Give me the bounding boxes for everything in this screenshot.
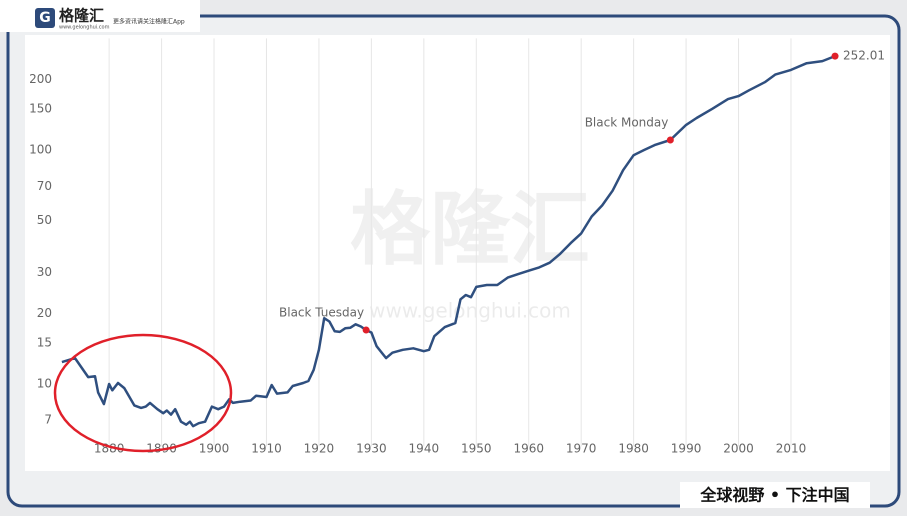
y-tick-label: 200: [29, 72, 52, 86]
x-tick-label: 1990: [671, 442, 702, 456]
end-marker: [831, 52, 839, 60]
y-tick-label: 7: [44, 413, 52, 427]
x-tick-label: 1890: [146, 442, 177, 456]
x-tick-label: 1940: [409, 442, 440, 456]
x-tick-label: 2000: [723, 442, 754, 456]
logo-text: 格隆汇: [59, 7, 104, 25]
annotation-label: Black Tuesday: [279, 306, 364, 320]
y-tick-label: 70: [37, 179, 52, 193]
x-tick-label: 1970: [566, 442, 597, 456]
watermark-site: www.gelonghui.com: [369, 299, 571, 323]
logo-icon: [35, 8, 55, 28]
x-tick-label: 1910: [251, 442, 282, 456]
annotation-marker: [666, 136, 674, 144]
y-tick-label: 15: [37, 335, 52, 349]
x-tick-label: 1930: [356, 442, 387, 456]
x-tick-label: 1960: [513, 442, 544, 456]
y-tick-label: 150: [29, 101, 52, 115]
x-tick-label: 1900: [199, 442, 230, 456]
slogan: 更多资讯请关注格隆汇App: [113, 18, 185, 26]
logo-box: [0, 0, 200, 32]
y-tick-label: 100: [29, 143, 52, 157]
x-tick-label: 1950: [461, 442, 492, 456]
y-tick-label: 20: [37, 306, 52, 320]
footer: 全球视野 • 下注中国: [699, 486, 849, 505]
watermark: 格隆汇: [350, 183, 590, 276]
highlight-circle: [53, 333, 233, 453]
annotation-label: Black Monday: [585, 115, 669, 129]
logo-site: www.gelonghui.com: [59, 25, 110, 31]
y-tick-label: 30: [37, 265, 52, 279]
end-value-label: 252.01: [843, 49, 885, 63]
x-tick-label: 1980: [618, 442, 649, 456]
y-tick-label: 50: [37, 213, 52, 227]
x-tick-label: 2010: [776, 442, 807, 456]
x-tick-label: 1920: [304, 442, 335, 456]
plot: 1880 1890 1900 1910 1920 1930 1940 1950 1960 1970…: [29, 38, 885, 456]
y-tick-label: 10: [37, 376, 52, 390]
line-series: [61, 54, 836, 428]
chart-panel: [25, 35, 890, 471]
footer-box: [680, 482, 870, 508]
annotation-marker: [362, 326, 370, 334]
logo-g: G: [39, 10, 51, 26]
